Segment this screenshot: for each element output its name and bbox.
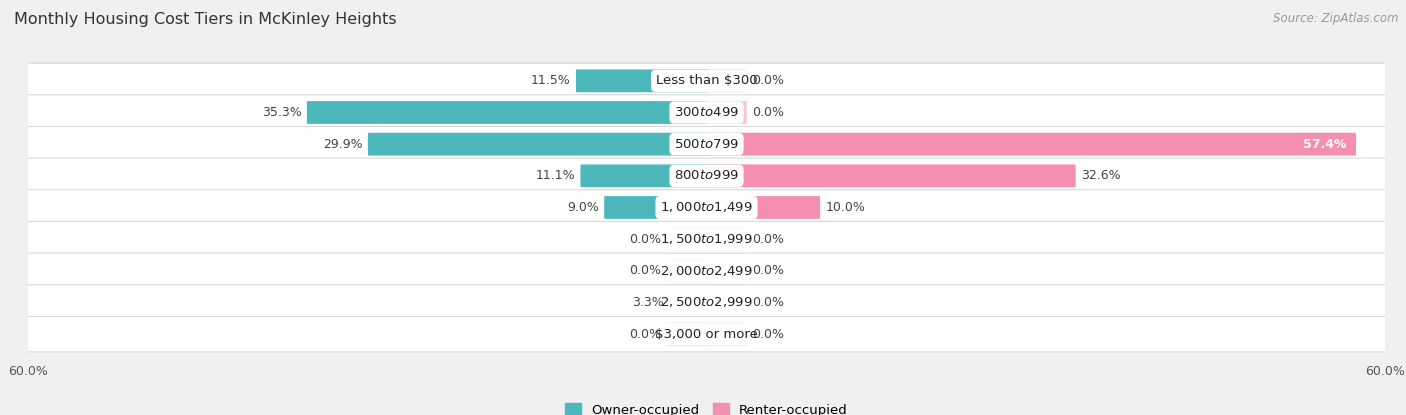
Text: Less than $300: Less than $300 <box>655 74 758 88</box>
FancyBboxPatch shape <box>669 291 707 314</box>
FancyBboxPatch shape <box>27 285 1386 320</box>
Text: 0.0%: 0.0% <box>630 233 661 246</box>
FancyBboxPatch shape <box>706 228 747 251</box>
Text: 0.0%: 0.0% <box>630 264 661 277</box>
FancyBboxPatch shape <box>706 323 747 346</box>
FancyBboxPatch shape <box>666 259 707 282</box>
FancyBboxPatch shape <box>576 69 707 92</box>
FancyBboxPatch shape <box>27 316 1386 352</box>
FancyBboxPatch shape <box>706 69 747 92</box>
Text: 0.0%: 0.0% <box>752 233 783 246</box>
FancyBboxPatch shape <box>706 164 1076 187</box>
Text: 0.0%: 0.0% <box>752 106 783 119</box>
Text: $2,500 to $2,999: $2,500 to $2,999 <box>659 295 754 310</box>
Text: 32.6%: 32.6% <box>1081 169 1121 182</box>
FancyBboxPatch shape <box>581 164 707 187</box>
FancyBboxPatch shape <box>605 196 707 219</box>
FancyBboxPatch shape <box>706 133 1355 156</box>
Text: 11.5%: 11.5% <box>531 74 571 88</box>
Text: $2,000 to $2,499: $2,000 to $2,499 <box>659 264 754 278</box>
FancyBboxPatch shape <box>27 222 1386 257</box>
FancyBboxPatch shape <box>27 63 1386 99</box>
FancyBboxPatch shape <box>27 95 1386 130</box>
FancyBboxPatch shape <box>706 101 747 124</box>
Text: 0.0%: 0.0% <box>752 264 783 277</box>
Text: $1,000 to $1,499: $1,000 to $1,499 <box>659 200 754 215</box>
Text: 0.0%: 0.0% <box>752 296 783 309</box>
FancyBboxPatch shape <box>27 158 1386 193</box>
FancyBboxPatch shape <box>27 253 1386 288</box>
Text: 0.0%: 0.0% <box>630 327 661 341</box>
Text: 57.4%: 57.4% <box>1303 138 1347 151</box>
FancyBboxPatch shape <box>706 291 747 314</box>
Text: 0.0%: 0.0% <box>752 74 783 88</box>
Text: 0.0%: 0.0% <box>752 327 783 341</box>
Text: $800 to $999: $800 to $999 <box>673 169 740 182</box>
FancyBboxPatch shape <box>368 133 707 156</box>
Text: 35.3%: 35.3% <box>262 106 302 119</box>
Text: Source: ZipAtlas.com: Source: ZipAtlas.com <box>1274 12 1399 25</box>
FancyBboxPatch shape <box>666 323 707 346</box>
Text: 11.1%: 11.1% <box>536 169 575 182</box>
Text: $300 to $499: $300 to $499 <box>673 106 740 119</box>
FancyBboxPatch shape <box>27 127 1386 162</box>
Legend: Owner-occupied, Renter-occupied: Owner-occupied, Renter-occupied <box>560 398 853 415</box>
FancyBboxPatch shape <box>666 228 707 251</box>
Text: Monthly Housing Cost Tiers in McKinley Heights: Monthly Housing Cost Tiers in McKinley H… <box>14 12 396 27</box>
Text: 10.0%: 10.0% <box>825 201 865 214</box>
FancyBboxPatch shape <box>27 190 1386 225</box>
Text: 29.9%: 29.9% <box>323 138 363 151</box>
Text: 3.3%: 3.3% <box>631 296 664 309</box>
Text: $3,000 or more: $3,000 or more <box>655 327 758 341</box>
Text: 9.0%: 9.0% <box>567 201 599 214</box>
FancyBboxPatch shape <box>706 196 820 219</box>
FancyBboxPatch shape <box>307 101 707 124</box>
Text: $1,500 to $1,999: $1,500 to $1,999 <box>659 232 754 246</box>
Text: $500 to $799: $500 to $799 <box>673 138 740 151</box>
FancyBboxPatch shape <box>706 259 747 282</box>
